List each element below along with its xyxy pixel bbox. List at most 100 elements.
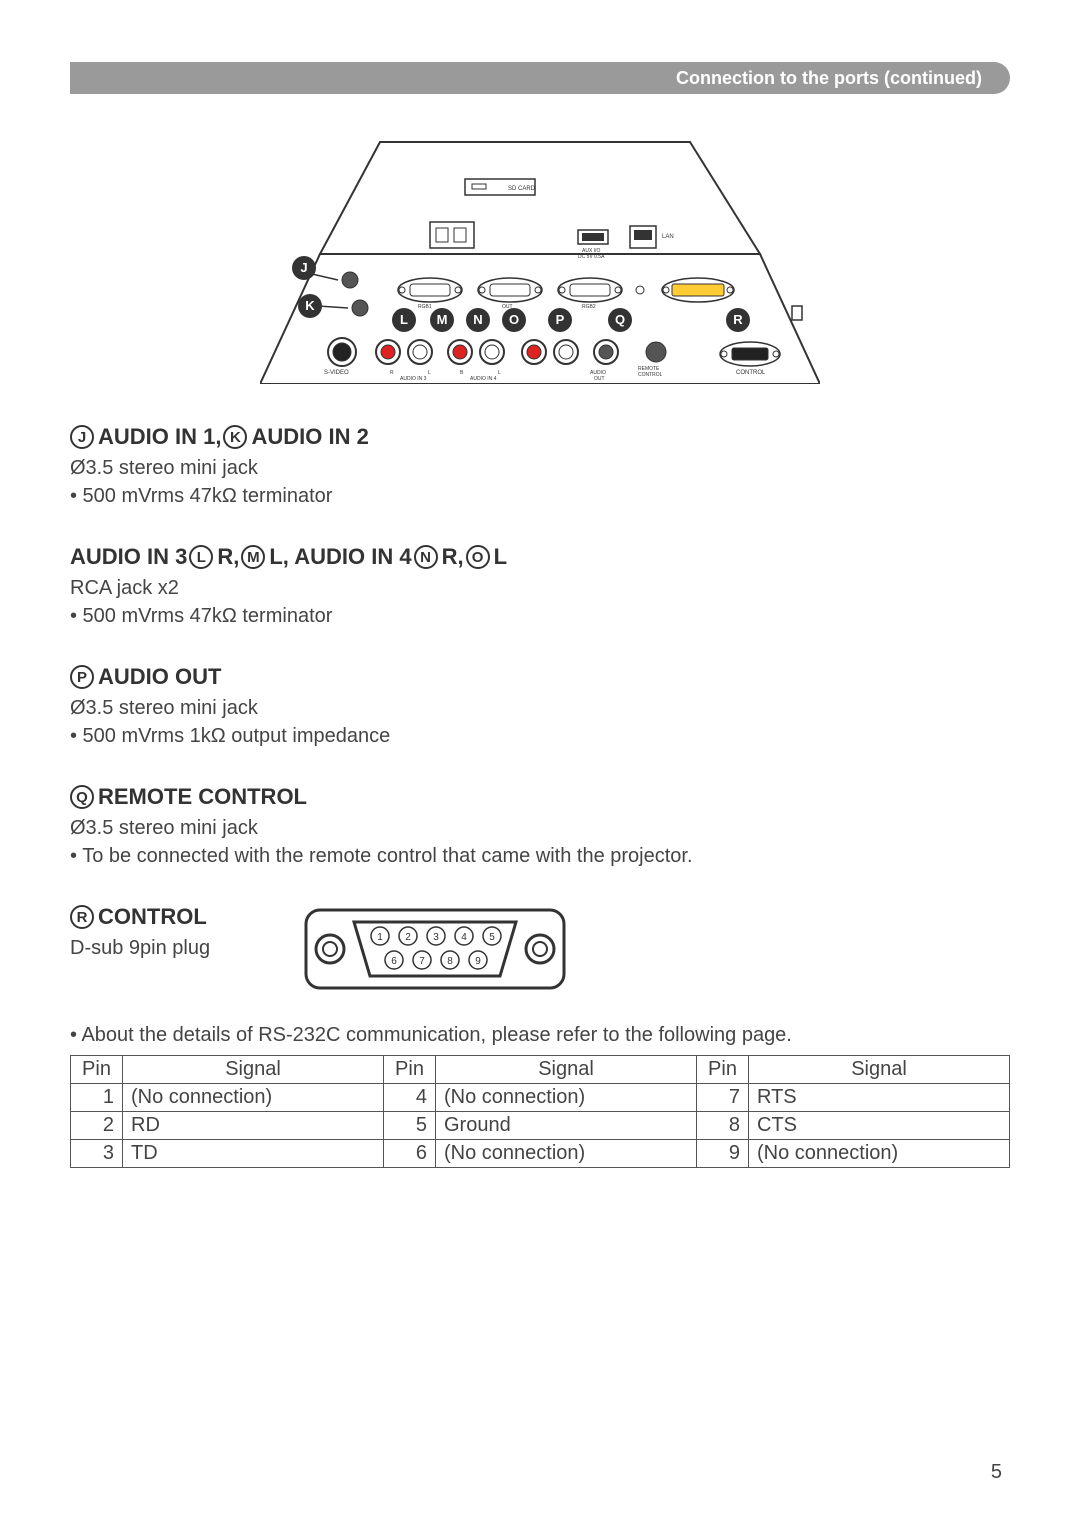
svg-text:L: L xyxy=(400,312,408,327)
spec-line: RCA jack x2 xyxy=(70,574,1010,602)
svg-text:6: 6 xyxy=(391,956,397,967)
section-title: Q REMOTE CONTROL xyxy=(70,784,1010,810)
svg-text:RGB2: RGB2 xyxy=(582,304,596,310)
title-part: AUDIO IN 1, xyxy=(98,424,221,450)
signal-cell: RD xyxy=(123,1112,384,1140)
spec-line: • 500 mVrms 1kΩ output impedance xyxy=(70,722,1010,750)
signal-cell: (No connection) xyxy=(436,1084,697,1112)
table-row: 3TD6(No connection)9(No connection) xyxy=(71,1140,1010,1168)
svg-text:L: L xyxy=(428,370,431,376)
svg-text:3: 3 xyxy=(433,932,439,943)
pin-cell: 2 xyxy=(71,1112,123,1140)
section-title: R CONTROL xyxy=(70,904,210,930)
svg-text:SD CARD: SD CARD xyxy=(508,186,536,192)
section-title: J AUDIO IN 1, K AUDIO IN 2 xyxy=(70,424,1010,450)
svg-text:LAN: LAN xyxy=(662,234,674,240)
signal-cell: (No connection) xyxy=(436,1140,697,1168)
section-title: AUDIO IN 3 L R, M L, AUDIO IN 4 N R, O L xyxy=(70,544,1010,570)
section-title: P AUDIO OUT xyxy=(70,664,1010,690)
pin-cell: 5 xyxy=(384,1112,436,1140)
letter-o-icon: O xyxy=(466,545,490,569)
header-text: Connection to the ports (continued) xyxy=(676,68,982,89)
th-signal: Signal xyxy=(436,1056,697,1084)
pin-cell: 8 xyxy=(697,1112,749,1140)
signal-cell: RTS xyxy=(749,1084,1010,1112)
svg-text:K: K xyxy=(305,298,315,313)
section-control: R CONTROL D-sub 9pin plug 123456789 • Ab… xyxy=(70,904,1010,1168)
svg-text:N: N xyxy=(473,312,482,327)
pin-cell: 3 xyxy=(71,1140,123,1168)
title-part: L xyxy=(494,544,507,570)
port-diagram-container: SD CARD AUX I/O DC 5V 0.5A LAN RGB1 xyxy=(70,134,1010,384)
signal-cell: (No connection) xyxy=(123,1084,384,1112)
pin-cell: 9 xyxy=(697,1140,749,1168)
spec-line: • 500 mVrms 47kΩ terminator xyxy=(70,602,1010,630)
th-pin: Pin xyxy=(697,1056,749,1084)
page-number: 5 xyxy=(991,1461,1002,1484)
svg-text:RGB1: RGB1 xyxy=(418,304,432,310)
title-part: AUDIO IN 2 xyxy=(251,424,368,450)
pin-table: Pin Signal Pin Signal Pin Signal 1(No co… xyxy=(70,1055,1010,1168)
svg-text:CONTROL: CONTROL xyxy=(638,372,663,378)
section-audio-in-34: AUDIO IN 3 L R, M L, AUDIO IN 4 N R, O L… xyxy=(70,544,1010,630)
table-note: • About the details of RS-232C communica… xyxy=(70,1024,1010,1047)
svg-text:2: 2 xyxy=(405,932,411,943)
svg-text:S-VIDEO: S-VIDEO xyxy=(324,370,349,376)
title-part: L, AUDIO IN 4 xyxy=(269,544,411,570)
svg-text:AUDIO IN 4: AUDIO IN 4 xyxy=(470,376,497,382)
title-text: AUDIO OUT xyxy=(98,664,221,690)
spec-line: • 500 mVrms 47kΩ terminator xyxy=(70,482,1010,510)
pin-cell: 6 xyxy=(384,1140,436,1168)
title-text: REMOTE CONTROL xyxy=(98,784,307,810)
svg-text:P: P xyxy=(556,312,565,327)
svg-text:AUDIO IN 3: AUDIO IN 3 xyxy=(400,376,427,382)
letter-n-icon: N xyxy=(414,545,438,569)
svg-text:J: J xyxy=(300,260,307,275)
title-part: R, xyxy=(442,544,464,570)
svg-text:Q: Q xyxy=(615,312,625,327)
title-prefix: AUDIO IN 3 xyxy=(70,544,187,570)
spec-line: • To be connected with the remote contro… xyxy=(70,842,1010,870)
spec-line: Ø3.5 stereo mini jack xyxy=(70,454,1010,482)
spec-line: Ø3.5 stereo mini jack xyxy=(70,694,1010,722)
svg-text:O: O xyxy=(509,312,519,327)
port-diagram: SD CARD AUX I/O DC 5V 0.5A LAN RGB1 xyxy=(260,134,820,384)
th-pin: Pin xyxy=(384,1056,436,1084)
table-row: 1(No connection)4(No connection)7RTS xyxy=(71,1084,1010,1112)
svg-text:M: M xyxy=(437,312,448,327)
letter-k-icon: K xyxy=(223,425,247,449)
letter-j-icon: J xyxy=(70,425,94,449)
svg-text:CONTROL: CONTROL xyxy=(736,370,766,376)
section-remote-control: Q REMOTE CONTROL Ø3.5 stereo mini jack •… xyxy=(70,784,1010,870)
spec-line: Ø3.5 stereo mini jack xyxy=(70,814,1010,842)
signal-cell: CTS xyxy=(749,1112,1010,1140)
svg-text:R: R xyxy=(733,312,743,327)
section-audio-out: P AUDIO OUT Ø3.5 stereo mini jack • 500 … xyxy=(70,664,1010,750)
letter-l-icon: L xyxy=(189,545,213,569)
th-pin: Pin xyxy=(71,1056,123,1084)
title-part: R, xyxy=(217,544,239,570)
section-audio-in-12: J AUDIO IN 1, K AUDIO IN 2 Ø3.5 stereo m… xyxy=(70,424,1010,510)
pin-cell: 7 xyxy=(697,1084,749,1112)
svg-text:5: 5 xyxy=(489,932,495,943)
header-bar: Connection to the ports (continued) xyxy=(70,62,1010,94)
svg-text:L: L xyxy=(498,370,501,376)
letter-q-icon: Q xyxy=(70,785,94,809)
letter-p-icon: P xyxy=(70,665,94,689)
signal-cell: (No connection) xyxy=(749,1140,1010,1168)
svg-text:1: 1 xyxy=(377,932,383,943)
title-text: CONTROL xyxy=(98,904,207,930)
svg-text:DC 5V 0.5A: DC 5V 0.5A xyxy=(578,254,605,260)
svg-text:7: 7 xyxy=(419,956,425,967)
svg-text:4: 4 xyxy=(461,932,467,943)
th-signal: Signal xyxy=(749,1056,1010,1084)
letter-r-icon: R xyxy=(70,905,94,929)
signal-cell: Ground xyxy=(436,1112,697,1140)
pin-cell: 1 xyxy=(71,1084,123,1112)
signal-cell: TD xyxy=(123,1140,384,1168)
th-signal: Signal xyxy=(123,1056,384,1084)
svg-text:8: 8 xyxy=(447,956,453,967)
svg-text:R: R xyxy=(390,370,394,376)
svg-text:9: 9 xyxy=(475,956,481,967)
pin-cell: 4 xyxy=(384,1084,436,1112)
